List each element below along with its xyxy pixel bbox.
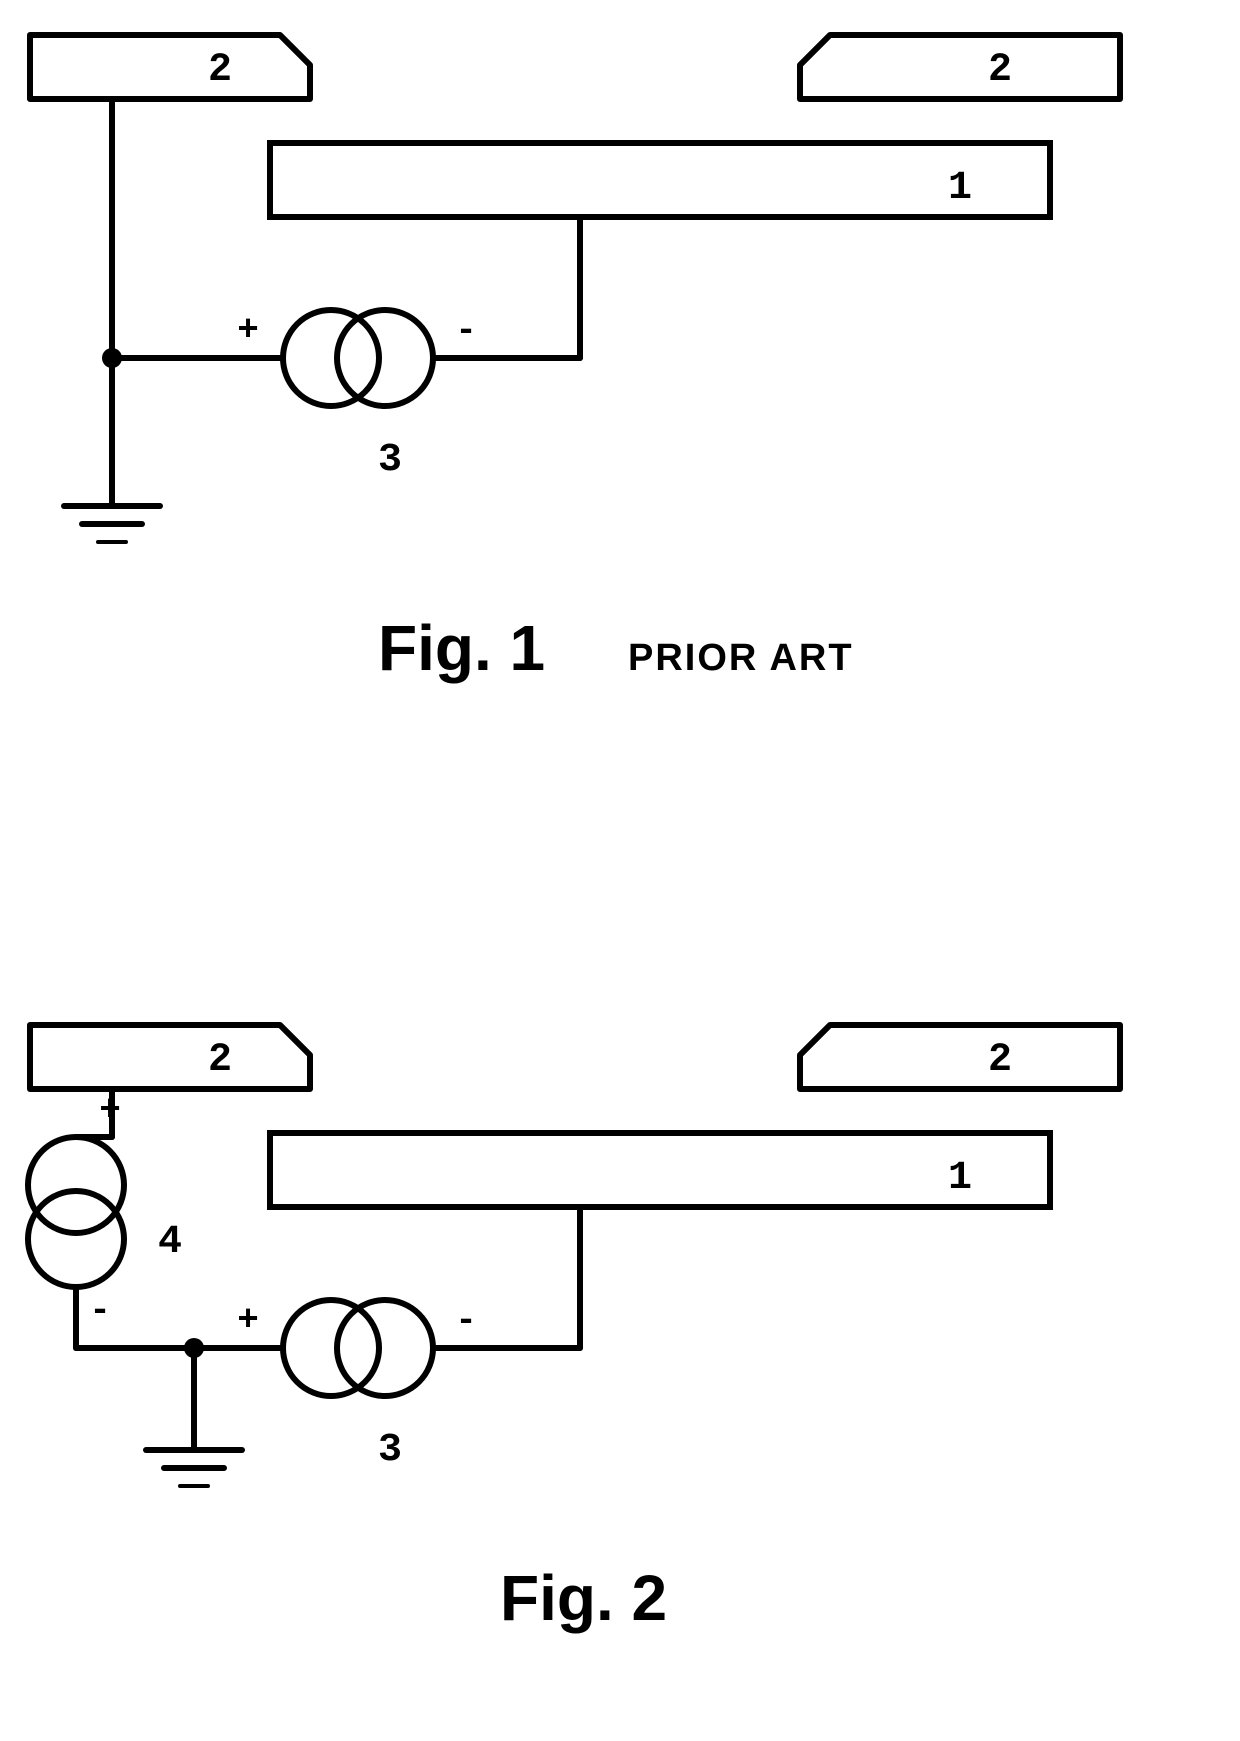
fig1-caption: Fig. 1 (378, 612, 545, 684)
fig2-block1 (270, 1133, 1050, 1207)
fig1-caption-sub: PRIOR ART (628, 637, 854, 679)
svg-text:-: - (455, 1300, 477, 1341)
fig2-label-1: 1 (948, 1156, 972, 1201)
fig2-label-2-left: 2 (208, 1038, 232, 1083)
fig1-label-2-right: 2 (988, 48, 1012, 93)
fig1-node (102, 348, 122, 368)
fig1-label-2-left: 2 (208, 48, 232, 93)
fig2-block2-right (800, 1025, 1120, 1089)
fig1-minus: - (455, 310, 477, 351)
fig1-label-1: 1 (948, 166, 972, 211)
fig2-label-4: 4 (158, 1220, 182, 1265)
fig1-label-3: 3 (378, 438, 402, 483)
svg-text:+: + (99, 1090, 121, 1131)
fig1-block2-right (800, 35, 1120, 99)
fig2-label-3: 3 (378, 1428, 402, 1473)
svg-text:-: - (89, 1290, 111, 1331)
fig1-block2-left (30, 35, 310, 99)
fig2-caption: Fig. 2 (500, 1562, 667, 1634)
figure-2: 2 2 1 3 4 + - + - Fig. 2 (28, 1025, 1120, 1634)
fig2-block2-left (30, 1025, 310, 1089)
fig1-block1 (270, 143, 1050, 217)
fig2-label-2-right: 2 (988, 1038, 1012, 1083)
figure-1: 2 2 1 3 + - Fig. 1 PRIOR ART (30, 35, 1120, 684)
svg-text:+: + (237, 1300, 259, 1341)
fig1-plus: + (237, 310, 259, 351)
